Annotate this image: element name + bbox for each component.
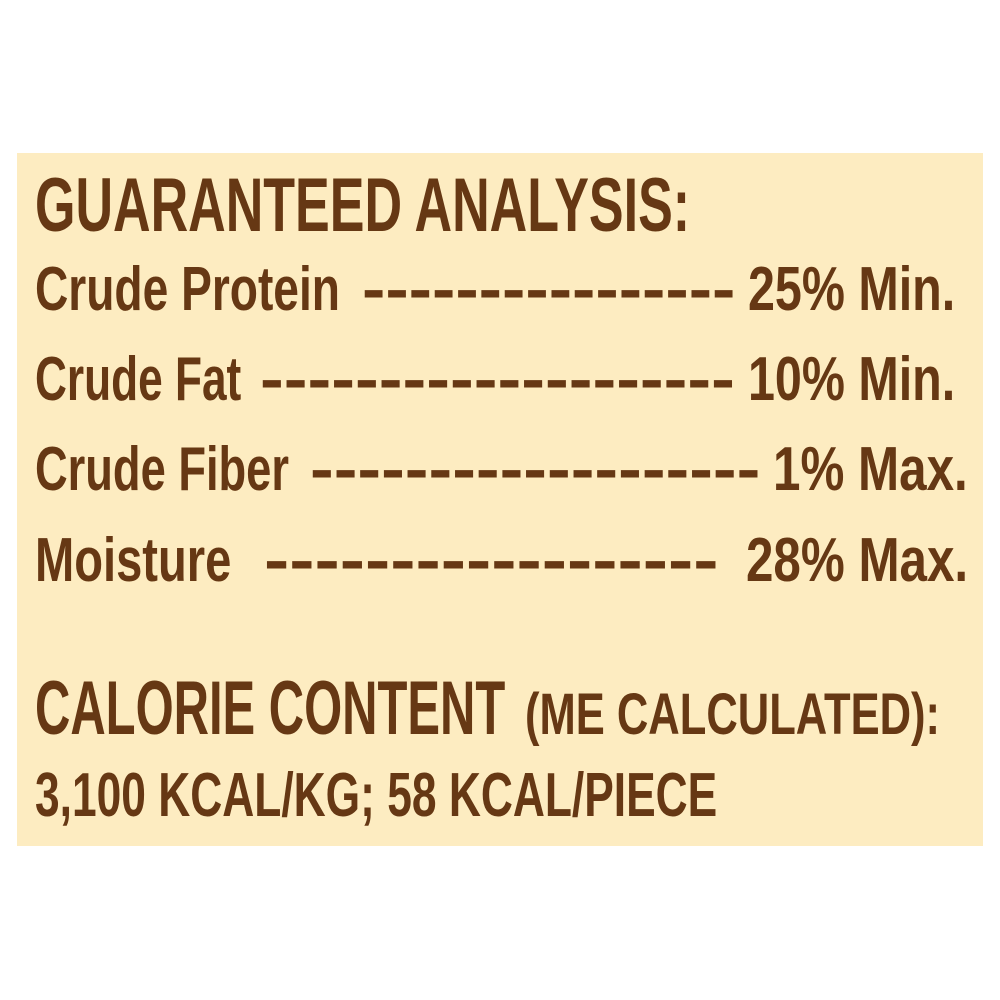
row-value-protein: 25% Min. [748,255,956,324]
row-leader-fiber: ------------------- [310,435,761,504]
row-label-fat: Crude Fat [35,345,242,414]
row-value-fat: 10% Min. [748,345,956,414]
row-value-fiber: 1% Max. [773,435,968,504]
row-leader-protein: ---------------- [362,255,736,324]
row-label-protein: Crude Protein [35,255,340,324]
row-label-fiber: Crude Fiber [35,435,289,504]
label-panel [17,153,983,846]
calorie-heading: CALORIE CONTENT [35,666,506,751]
row-value-moisture: 28% Max. [746,526,969,595]
title: GUARANTEED ANALYSIS: [35,163,691,248]
row-label-moisture: Moisture [35,526,232,595]
row-leader-fat: -------------------- [260,345,735,414]
calorie-value: 3,100 KCAL/KG; 58 KCAL/PIECE [35,761,718,830]
row-leader-moisture: ------------------ [264,526,719,595]
calorie-qualifier: (ME CALCULATED): [525,682,941,747]
